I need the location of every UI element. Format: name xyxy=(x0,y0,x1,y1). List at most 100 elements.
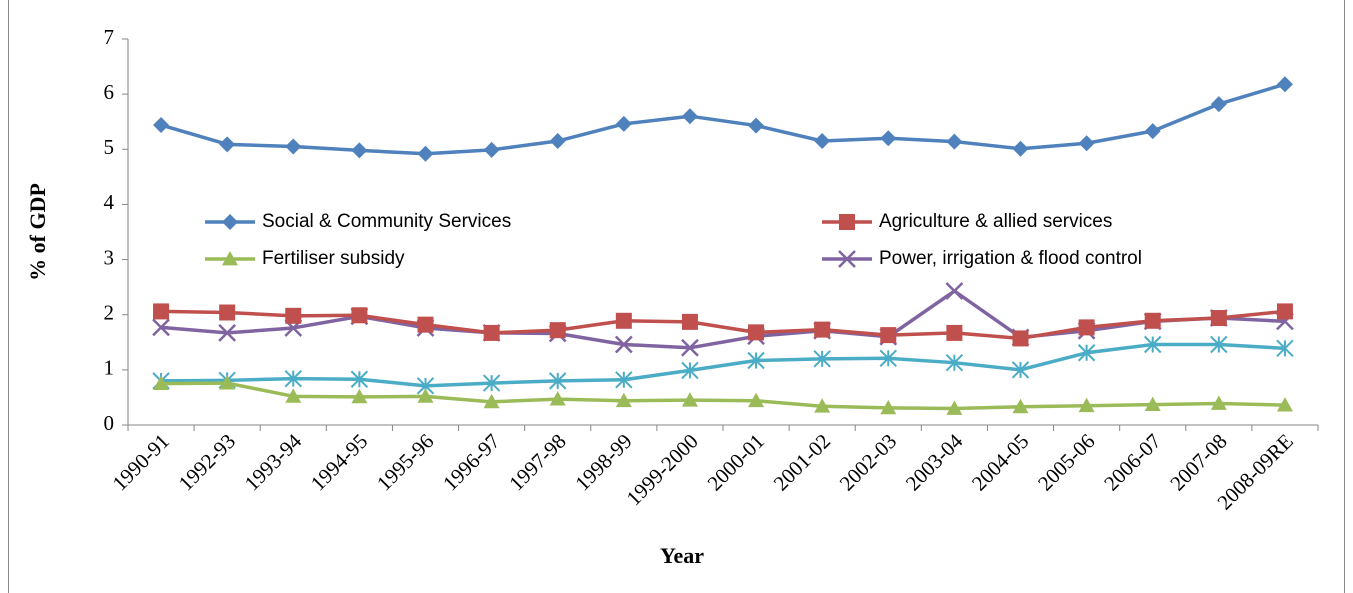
x-tick-label: 2006-07 xyxy=(1099,429,1165,495)
marker xyxy=(417,316,434,333)
series xyxy=(152,335,1294,395)
marker xyxy=(748,117,765,134)
marker xyxy=(879,349,897,367)
marker xyxy=(350,370,369,388)
marker xyxy=(483,141,500,158)
y-tick-label: 0 xyxy=(104,411,115,435)
marker xyxy=(681,392,698,407)
marker xyxy=(218,324,237,342)
marker xyxy=(549,391,566,406)
x-tick-label: 1994-95 xyxy=(306,429,372,495)
marker xyxy=(153,117,170,134)
marker xyxy=(1078,319,1095,336)
x-tick-label: 2007-08 xyxy=(1165,429,1231,495)
line xyxy=(161,381,1285,411)
marker xyxy=(946,133,963,150)
marker xyxy=(814,133,831,150)
legend-label: Fertiliser subsidy xyxy=(262,248,405,269)
x-tick-label: 2005-06 xyxy=(1033,429,1099,495)
marker xyxy=(839,214,855,230)
x-tick-label: 1995-96 xyxy=(372,429,438,495)
marker xyxy=(1012,398,1029,414)
marker xyxy=(615,371,633,389)
marker xyxy=(153,303,170,320)
y-tick-label: 7 xyxy=(104,25,115,49)
marker xyxy=(946,324,963,341)
marker xyxy=(1012,140,1029,157)
line xyxy=(160,289,1286,350)
marker xyxy=(814,398,831,413)
legend-label: Agriculture & allied services xyxy=(879,211,1112,232)
y-tick-label: 1 xyxy=(104,356,115,380)
x-tick-label: 2001-02 xyxy=(769,429,835,495)
marker xyxy=(219,304,236,321)
marker xyxy=(285,138,302,155)
marker xyxy=(945,353,964,372)
marker xyxy=(549,322,566,339)
marker xyxy=(1012,330,1029,347)
marker xyxy=(1078,135,1095,152)
marker xyxy=(351,142,368,159)
y-tick-label: 5 xyxy=(104,135,115,159)
x-tick-label: 1993-94 xyxy=(240,429,307,496)
y-tick-label: 3 xyxy=(104,245,115,269)
marker xyxy=(219,375,236,390)
marker xyxy=(748,324,765,341)
marker xyxy=(1210,395,1227,410)
x-tick-label: 2002-03 xyxy=(835,429,901,495)
marker xyxy=(219,136,236,153)
series xyxy=(153,303,1293,347)
marker xyxy=(1077,344,1096,362)
marker xyxy=(748,392,765,408)
marker xyxy=(681,313,698,330)
marker xyxy=(814,321,831,338)
x-tick-label: 1997-98 xyxy=(504,429,570,495)
x-tick-label: 2003-04 xyxy=(901,429,968,496)
marker xyxy=(1276,339,1294,358)
marker xyxy=(417,145,434,162)
marker xyxy=(483,324,500,341)
marker xyxy=(615,312,632,329)
marker xyxy=(549,372,567,390)
marker xyxy=(153,375,170,391)
x-tick-label: 1990-91 xyxy=(108,429,174,495)
legend-label: Power, irrigation & flood control xyxy=(879,248,1142,269)
marker xyxy=(285,307,302,324)
legend-label: Social & Community Services xyxy=(262,211,511,232)
marker xyxy=(880,130,897,147)
y-axis-title: % of GDP xyxy=(25,183,50,281)
marker xyxy=(1276,303,1293,320)
marker xyxy=(614,335,633,354)
marker xyxy=(615,392,632,408)
marker xyxy=(152,318,170,337)
marker xyxy=(482,374,501,392)
marker xyxy=(222,214,238,230)
marker xyxy=(880,327,897,344)
x-tick-label: 1992-93 xyxy=(174,429,240,495)
line xyxy=(161,309,1286,341)
marker xyxy=(813,350,831,368)
marker xyxy=(946,400,963,415)
line xyxy=(161,342,1286,388)
marker xyxy=(747,351,765,370)
marker xyxy=(1011,361,1030,379)
marker xyxy=(1210,96,1227,113)
marker xyxy=(285,388,302,403)
marker xyxy=(615,115,632,132)
marker xyxy=(1276,76,1293,93)
marker xyxy=(681,108,698,125)
series xyxy=(153,76,1293,162)
x-tick-label: 2004-05 xyxy=(967,429,1033,495)
marker xyxy=(1144,335,1162,354)
marker xyxy=(1144,396,1161,411)
marker xyxy=(549,133,566,150)
line xyxy=(160,82,1286,156)
y-tick-label: 4 xyxy=(104,190,115,214)
series xyxy=(152,282,1294,357)
series xyxy=(153,375,1293,415)
y-tick-label: 2 xyxy=(104,301,115,325)
marker xyxy=(1276,397,1293,412)
marker xyxy=(1210,335,1228,354)
marker xyxy=(417,388,434,403)
